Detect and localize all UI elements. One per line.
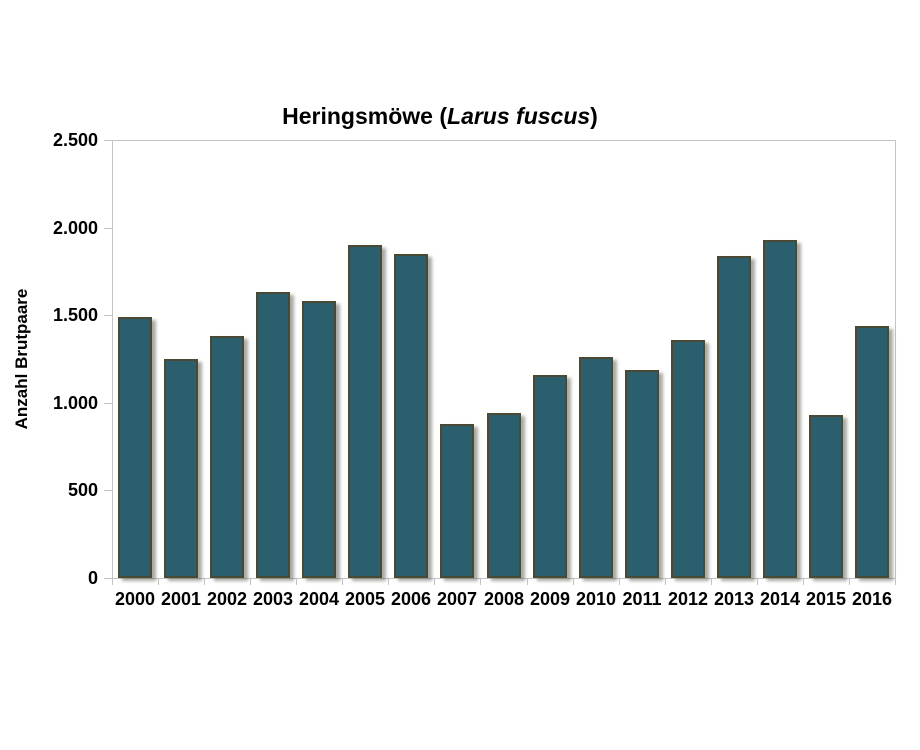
- x-axis-label-2015: 2015: [805, 589, 847, 609]
- bar-2016: [855, 326, 889, 578]
- x-axis-label-2014: 2014: [759, 589, 801, 609]
- x-axis-tick: [434, 579, 435, 585]
- y-axis-title: Anzahl Brutpaare: [12, 288, 31, 430]
- bar-2009: [533, 375, 567, 578]
- chart-title-suffix: ): [590, 103, 598, 129]
- x-axis-label-2009: 2009: [529, 589, 571, 609]
- plot-top-border: [112, 140, 896, 141]
- bar-2011: [625, 370, 659, 578]
- bar-2010: [579, 357, 613, 578]
- bar-2005: [348, 245, 382, 578]
- y-axis-tick: [104, 578, 112, 579]
- x-axis-label-2008: 2008: [483, 589, 525, 609]
- y-axis-line: [112, 140, 113, 579]
- y-axis-tick: [104, 315, 112, 316]
- x-axis-label-2011: 2011: [622, 589, 662, 609]
- y-axis-tick-label: 1.000: [52, 393, 98, 413]
- x-axis-tick: [619, 579, 620, 585]
- x-axis-tick: [849, 579, 850, 585]
- plot-right-border: [895, 140, 896, 579]
- x-axis-label-2006: 2006: [390, 589, 432, 609]
- y-axis-tick-label: 2.500: [52, 130, 98, 150]
- bar-2012: [671, 340, 705, 578]
- x-axis-label-2004: 2004: [298, 589, 340, 609]
- x-axis-tick: [803, 579, 804, 585]
- y-axis-tick: [104, 403, 112, 404]
- y-axis-tick: [104, 490, 112, 491]
- bar-2003: [256, 292, 290, 578]
- x-axis-tick: [480, 579, 481, 585]
- x-axis-tick: [573, 579, 574, 585]
- chart-title-prefix: Heringsmöwe (: [282, 103, 448, 129]
- y-axis-tick: [104, 228, 112, 229]
- x-axis-label-2000: 2000: [114, 589, 156, 609]
- bar-2015: [809, 415, 843, 578]
- x-axis-label-2003: 2003: [252, 589, 294, 609]
- y-axis-tick-label: 1.500: [52, 305, 98, 325]
- x-axis-tick: [204, 579, 205, 585]
- x-axis-label-2010: 2010: [575, 589, 617, 609]
- bar-2014: [763, 240, 797, 578]
- bar-2008: [487, 413, 521, 578]
- bar-2007: [440, 424, 474, 578]
- y-axis-tick: [104, 140, 112, 141]
- x-axis-label-2002: 2002: [206, 589, 248, 609]
- chart-title-species: Larus fuscus: [447, 103, 591, 129]
- y-axis-tick-label: 500: [67, 480, 98, 500]
- x-axis-label-2001: 2001: [160, 589, 202, 609]
- x-axis-tick: [527, 579, 528, 585]
- x-axis-tick: [250, 579, 251, 585]
- x-axis-tick: [112, 579, 113, 585]
- x-axis-label-2016: 2016: [851, 589, 893, 609]
- bar-2002: [210, 336, 244, 578]
- x-axis-label-2012: 2012: [667, 589, 709, 609]
- x-axis-tick: [296, 579, 297, 585]
- bar-2006: [394, 254, 428, 578]
- x-axis-label-2005: 2005: [344, 589, 386, 609]
- x-axis-label-2013: 2013: [713, 589, 755, 609]
- y-axis-tick-label: 0: [87, 568, 98, 588]
- bar-2000: [118, 317, 152, 578]
- x-axis-tick: [711, 579, 712, 585]
- bar-2001: [164, 359, 198, 578]
- x-axis-label-2007: 2007: [436, 589, 478, 609]
- bar-2013: [717, 256, 751, 578]
- bar-2004: [302, 301, 336, 578]
- x-axis-tick: [388, 579, 389, 585]
- y-axis-tick-label: 2.000: [52, 218, 98, 238]
- x-axis-tick: [757, 579, 758, 585]
- x-axis-line: [112, 578, 896, 579]
- x-axis-tick: [665, 579, 666, 585]
- x-axis-tick: [158, 579, 159, 585]
- x-axis-tick: [342, 579, 343, 585]
- chart-title: Heringsmöwe (Larus fuscus): [0, 103, 880, 130]
- x-axis-tick: [895, 579, 896, 585]
